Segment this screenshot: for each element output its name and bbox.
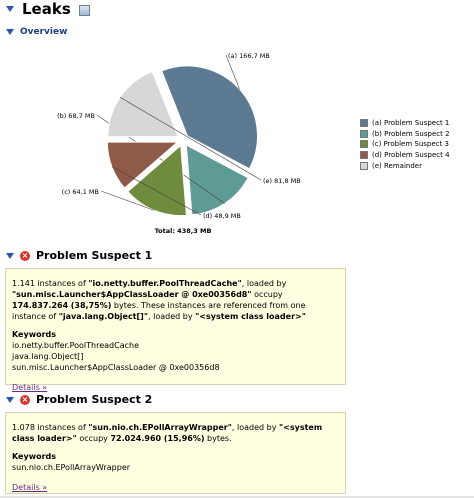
suspect1-heading[interactable]: × Problem Suspect 1: [6, 249, 152, 262]
suspect1-title: Problem Suspect 1: [36, 249, 153, 262]
keywords-label: Keywords: [12, 452, 57, 461]
legend-item: (e) Remainder: [360, 160, 450, 171]
legend-swatch: [360, 129, 368, 138]
pie-leader-line: [111, 166, 202, 216]
overview-heading[interactable]: Overview: [6, 27, 67, 37]
keyword-item: io.netty.buffer.PoolThreadCache: [12, 341, 140, 350]
legend-swatch: [360, 151, 368, 160]
pie-leader-line: [100, 190, 155, 211]
error-icon: ×: [20, 394, 30, 405]
collapse-triangle-icon[interactable]: [6, 6, 14, 12]
suspect2-description: 1.078 instances of "sun.nio.ch.EPollArra…: [12, 423, 323, 443]
size-percent: (38,75%): [70, 301, 112, 310]
suspect1-description: 1.141 instances of "io.netty.buffer.Pool…: [12, 279, 306, 321]
suspect1-box: 1.141 instances of "io.netty.buffer.Pool…: [5, 268, 346, 392]
legend-label: (c) Problem Suspect 3: [372, 140, 449, 149]
legend-item: (c) Problem Suspect 3: [360, 139, 450, 150]
size-value: 72.024.960 (15,96%): [110, 434, 205, 443]
suspect2-details-link[interactable]: Details »: [12, 483, 48, 492]
pie-leader-line: [225, 54, 240, 90]
legend-swatch: [360, 119, 368, 128]
pie-slice: [107, 70, 179, 138]
pie-slice-label: (b) 68,7 MB: [57, 112, 95, 120]
leaks-heading[interactable]: Leaks: [6, 0, 90, 18]
class-name: "io.netty.buffer.PoolThreadCache": [88, 279, 242, 288]
legend-swatch: [360, 161, 368, 170]
pie-slice-label: (e) 81,8 MB: [263, 177, 301, 185]
legend-item: (a) Problem Suspect 1: [360, 118, 450, 129]
leaks-title: Leaks: [22, 0, 71, 18]
keywords-label: Keywords: [12, 330, 57, 339]
legend-item: (d) Problem Suspect 4: [360, 150, 450, 161]
loader-name: "<system class loader>": [12, 423, 323, 443]
legend-swatch: [360, 140, 368, 149]
overview-label: Overview: [20, 27, 68, 37]
keyword-item: java.lang.Object[]: [12, 352, 84, 361]
overview-pie-chart: (a) 166,7 MB (b) 68,7 MB (c) 64,1 MB (d) 48…: [57, 52, 301, 235]
collapse-triangle-icon[interactable]: [6, 252, 14, 259]
suspect2-heading[interactable]: × Problem Suspect 2: [6, 393, 152, 406]
chart-icon[interactable]: [78, 4, 90, 16]
legend-label: (d) Problem Suspect 4: [372, 151, 450, 160]
pie-total-label: Total: 438,3 MB: [155, 227, 212, 235]
pie-leader-line: [119, 97, 262, 181]
bottom-divider: [0, 496, 474, 498]
collapse-triangle-icon[interactable]: [6, 29, 14, 35]
error-icon: ×: [20, 250, 30, 261]
loader-name: "sun.misc.Launcher$AppClassLoader @ 0xe0…: [12, 290, 252, 299]
pie-slice-label: (a) 166,7 MB: [228, 52, 270, 60]
size-value: 174.837.264: [12, 301, 69, 310]
legend-label: (b) Problem Suspect 2: [372, 129, 450, 138]
instance-count: 1.078: [12, 423, 35, 432]
class-name: "sun.nio.ch.EPollArrayWrapper": [88, 423, 232, 432]
reference-loader: "<system class loader>": [195, 312, 306, 321]
pie-slice: [161, 65, 258, 170]
pie-slice-label: (c) 64,1 MB: [62, 188, 99, 196]
suspect2-title: Problem Suspect 2: [36, 393, 153, 406]
instance-count: 1.141: [12, 279, 35, 288]
reference-class: "java.lang.Object[]": [58, 312, 149, 321]
legend-item: (b) Problem Suspect 2: [360, 129, 450, 140]
collapse-triangle-icon[interactable]: [6, 396, 14, 403]
keyword-item: sun.nio.ch.EPollArrayWrapper: [12, 463, 131, 472]
pie-slice-label: (d) 48,9 MB: [203, 212, 241, 220]
keyword-item: sun.misc.Launcher$AppClassLoader @ 0xe00…: [12, 363, 220, 372]
legend-label: (e) Remainder: [372, 161, 422, 170]
suspect1-details-link[interactable]: Details »: [12, 383, 48, 392]
legend-label: (a) Problem Suspect 1: [372, 119, 450, 128]
pie-legend: (a) Problem Suspect 1 (b) Problem Suspect…: [360, 118, 450, 171]
suspect2-box: 1.078 instances of "sun.nio.ch.EPollArra…: [5, 412, 346, 494]
